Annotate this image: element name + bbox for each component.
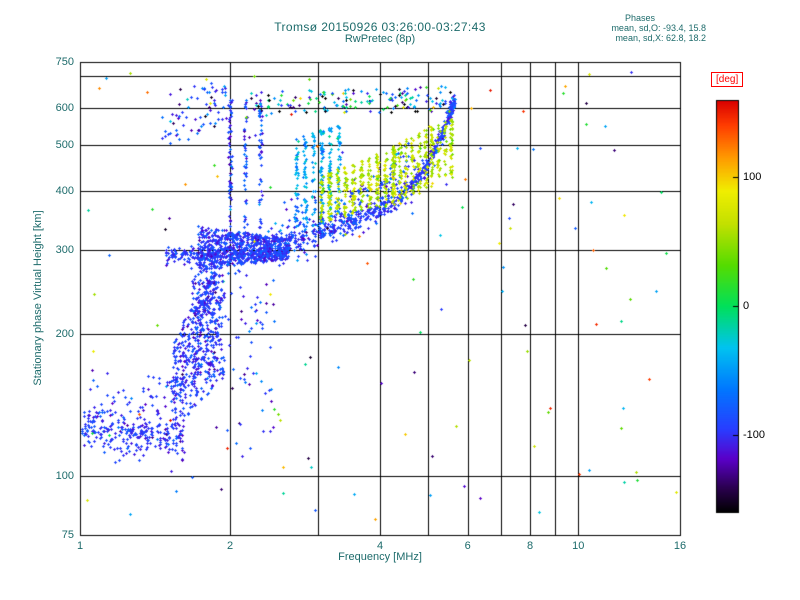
y-tick-label: 600: [55, 101, 74, 114]
phase-stats-x-mode: mean, sd,X: 62.8, 18.2: [615, 33, 706, 43]
plot-title: Tromsø 20150926 03:26:00-03:27:43: [274, 20, 486, 34]
plot-subtitle: RwPretec (8p): [344, 33, 416, 45]
x-axis-label: Frequency [MHz]: [338, 551, 422, 563]
x-tick-label: 10: [572, 540, 585, 552]
x-tick-label: 2: [226, 540, 234, 552]
y-axis-label: Stationary phase Virtual Height [km]: [32, 210, 44, 386]
colorbar-tick-label: -100: [743, 428, 766, 441]
y-tick-label: 750: [55, 56, 74, 68]
y-tick-label: 75: [61, 529, 74, 541]
phase-stats-heading: Phases: [624, 13, 656, 23]
y-tick-label: 100: [55, 469, 74, 482]
y-tick-label: 400: [55, 185, 74, 198]
colorbar-tick-label: 100: [743, 171, 762, 184]
x-tick-label: 8: [526, 540, 534, 552]
x-tick-label: 1: [76, 540, 84, 552]
x-tick-label: 6: [464, 540, 471, 552]
y-tick-label: 200: [55, 327, 74, 340]
x-tick-label: 4: [376, 540, 384, 552]
colorbar-tick-label: 0: [743, 300, 750, 312]
y-tick-label: 300: [55, 244, 74, 257]
phase-stats-o-mode: mean, sd,O: -93.4, 15.8: [611, 23, 706, 33]
x-tick-label: 16: [673, 540, 687, 552]
phase-stats-block: Phases mean, sd,O: -93.4, 15.8 mean, sd,…: [588, 13, 706, 43]
y-tick-label: 500: [55, 139, 74, 152]
colorbar-unit-label: [deg]: [711, 72, 744, 87]
